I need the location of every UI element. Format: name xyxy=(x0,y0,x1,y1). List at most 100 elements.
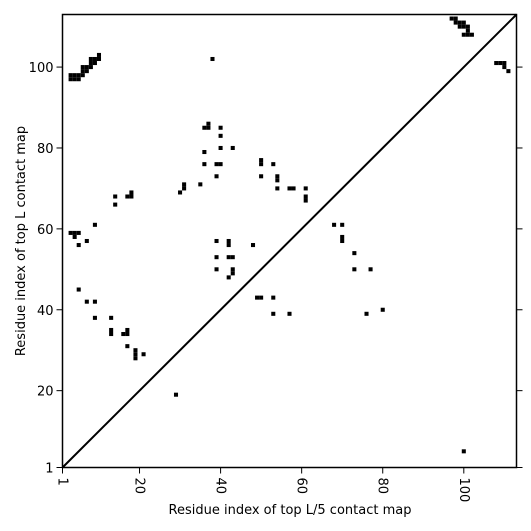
contact-point xyxy=(68,73,73,78)
contact-point xyxy=(226,275,231,280)
contact-point xyxy=(202,125,207,130)
y-tick-label: 100 xyxy=(29,61,54,76)
contact-point xyxy=(218,125,223,130)
contact-point xyxy=(368,267,373,272)
contact-point xyxy=(380,307,385,312)
contact-point xyxy=(80,69,85,74)
contact-point xyxy=(465,32,470,37)
contact-point xyxy=(332,222,337,227)
contact-point xyxy=(125,327,130,333)
contact-point xyxy=(214,267,219,272)
plot-area xyxy=(61,13,518,469)
contact-point xyxy=(88,65,93,70)
contact-point xyxy=(141,352,146,357)
contact-point xyxy=(84,299,89,304)
contact-point xyxy=(173,392,179,397)
contact-point xyxy=(340,238,345,244)
contact-point xyxy=(230,271,235,276)
y-axis-label: Residue index of top L contact map xyxy=(14,126,29,356)
contact-point xyxy=(214,255,219,260)
contact-point xyxy=(72,230,77,235)
contact-point xyxy=(271,295,276,300)
contact-point xyxy=(271,311,276,316)
contact-point xyxy=(230,255,235,260)
y-tick-label: 80 xyxy=(37,142,54,157)
contact-point xyxy=(214,174,219,179)
contact-point xyxy=(259,174,264,179)
x-tick-label: 100 xyxy=(456,478,471,503)
contact-point xyxy=(218,133,223,138)
contact-point xyxy=(352,251,357,256)
x-tick-label: 80 xyxy=(375,478,390,495)
contact-point xyxy=(133,348,138,353)
contact-point xyxy=(129,194,134,199)
contact-point xyxy=(113,202,118,207)
contact-point xyxy=(226,255,231,260)
contact-point xyxy=(202,149,207,155)
contact-point xyxy=(340,222,345,227)
contact-point xyxy=(88,56,93,62)
contact-point xyxy=(80,65,85,70)
contact-point xyxy=(182,186,187,191)
contact-point xyxy=(72,73,77,78)
contact-point xyxy=(461,449,466,454)
contact-point xyxy=(72,234,77,239)
contact-point xyxy=(230,267,235,272)
contact-point xyxy=(76,73,81,78)
contact-point xyxy=(202,162,207,167)
x-axis-ticks: 1 20 40 60 80 100 xyxy=(55,467,471,503)
contact-point xyxy=(275,186,280,191)
contact-point xyxy=(92,315,97,320)
y-tick-label: 40 xyxy=(37,304,54,319)
y-tick-label: 20 xyxy=(37,385,54,400)
contact-point xyxy=(84,238,89,244)
contact-point xyxy=(255,295,260,300)
contact-point xyxy=(133,352,138,357)
x-tick-label: 1 xyxy=(55,478,70,486)
contact-point xyxy=(125,332,130,337)
contact-point xyxy=(275,174,280,179)
plot-frame xyxy=(61,13,518,469)
contact-point xyxy=(226,238,231,244)
contact-point xyxy=(121,332,126,337)
contact-point xyxy=(92,299,97,304)
y-tick-label: 60 xyxy=(37,223,54,238)
contact-point xyxy=(206,125,211,130)
contact-point xyxy=(291,186,296,191)
contact-point xyxy=(206,121,211,126)
contact-point xyxy=(465,28,470,33)
contact-point xyxy=(303,194,308,199)
contact-point xyxy=(68,77,73,82)
contact-point xyxy=(96,52,102,57)
contact-point xyxy=(76,77,81,82)
contact-point xyxy=(259,295,264,300)
contact-point xyxy=(230,145,235,150)
contact-point xyxy=(506,69,511,74)
contact-point xyxy=(178,190,183,195)
contact-point xyxy=(214,162,219,167)
contact-point xyxy=(109,315,114,320)
y-axis-ticks: 1 20 40 60 80 100 xyxy=(29,61,523,477)
x-tick-label: 40 xyxy=(213,478,228,495)
contact-point xyxy=(76,230,81,235)
contact-point xyxy=(226,243,231,248)
contact-point xyxy=(449,16,454,21)
contact-point xyxy=(133,356,138,361)
contact-point xyxy=(125,344,130,349)
contact-point xyxy=(469,32,474,37)
contact-point xyxy=(113,194,118,199)
contact-point xyxy=(214,238,219,244)
contact-point xyxy=(84,69,89,74)
contact-point xyxy=(457,24,462,29)
contact-point xyxy=(84,65,89,70)
contact-point xyxy=(129,190,134,195)
contact-point xyxy=(287,186,292,191)
diagonal-line xyxy=(61,13,518,469)
contact-point xyxy=(109,332,114,337)
contact-point xyxy=(92,61,97,66)
contact-point xyxy=(182,182,187,187)
contact-point xyxy=(502,61,507,66)
contact-point xyxy=(96,56,102,62)
contact-point xyxy=(88,61,93,66)
contact-point xyxy=(271,162,276,167)
